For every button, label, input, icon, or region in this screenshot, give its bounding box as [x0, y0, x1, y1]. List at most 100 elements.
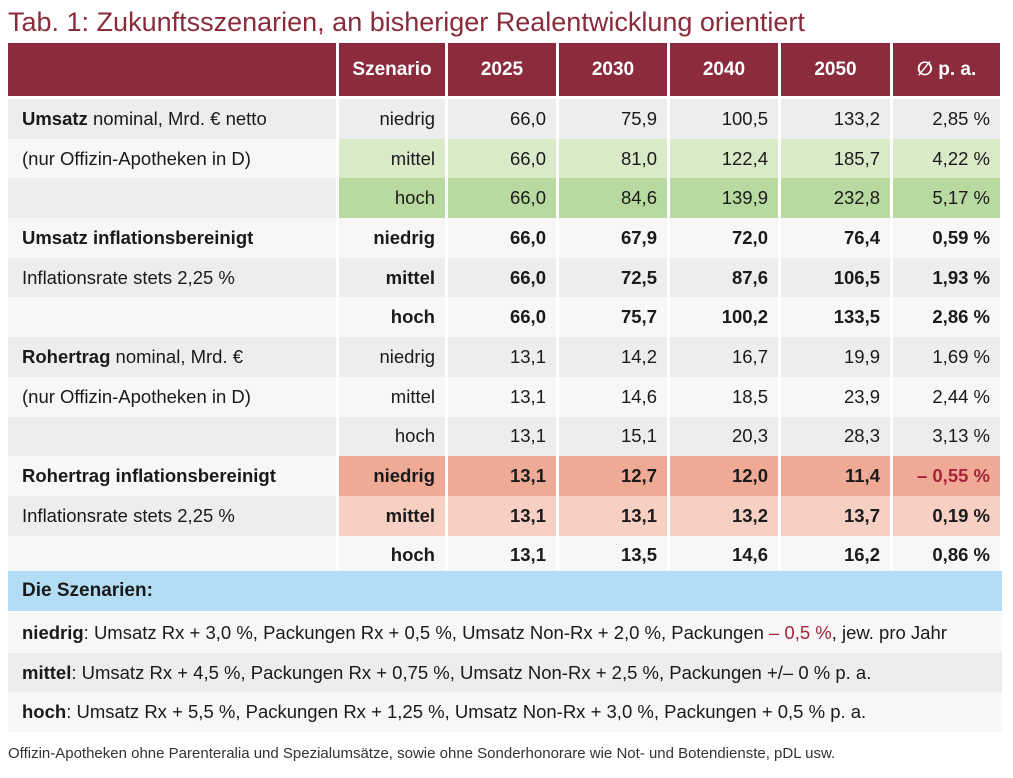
row-label: Umsatz inflationsbereinigt: [8, 218, 336, 258]
cell-2030: 75,9: [559, 99, 667, 139]
cell-szenario: mittel: [339, 257, 445, 298]
cell-2030: 72,5: [559, 257, 667, 298]
table-row: Umsatz inflationsbereinigt niedrig 66,0 …: [8, 218, 1000, 258]
row-label: Rohertrag nominal, Mrd. €: [8, 337, 336, 377]
cell-szenario: mittel: [339, 376, 445, 417]
header-2050: 2050: [781, 43, 890, 99]
cell-2030: 12,7: [559, 456, 667, 496]
cell-2040: 13,2: [670, 495, 778, 536]
cell-2025: 66,0: [448, 297, 556, 338]
cell-szenario: mittel: [339, 138, 445, 179]
row-label: [8, 535, 336, 576]
row-label: Inflationsrate stets 2,25 %: [8, 495, 336, 536]
szenario-hoch: hoch: Umsatz Rx + 5,5 %, Packungen Rx + …: [8, 692, 1002, 732]
cell-2050: 16,2: [781, 535, 890, 576]
cell-2025: 13,1: [448, 495, 556, 536]
szenarien-list: niedrig: Umsatz Rx + 3,0 %, Packungen Rx…: [8, 613, 1002, 732]
cell-2025: 66,0: [448, 99, 556, 139]
cell-avg: 0,59 %: [893, 218, 1000, 258]
cell-szenario: hoch: [339, 416, 445, 457]
cell-2040: 72,0: [670, 218, 778, 258]
header-2040: 2040: [670, 43, 778, 99]
table-row: hoch 13,1 15,1 20,3 28,3 3,13 %: [8, 416, 1000, 457]
cell-szenario: mittel: [339, 495, 445, 536]
cell-2030: 13,1: [559, 495, 667, 536]
table-row: Rohertrag nominal, Mrd. € niedrig 13,1 1…: [8, 337, 1000, 377]
cell-2050: 133,2: [781, 99, 890, 139]
cell-2040: 100,2: [670, 297, 778, 338]
table-row: Umsatz nominal, Mrd. € netto niedrig 66,…: [8, 99, 1000, 139]
cell-2050: 185,7: [781, 138, 890, 179]
cell-szenario: niedrig: [339, 218, 445, 258]
cell-szenario: niedrig: [339, 99, 445, 139]
table-row: hoch 66,0 75,7 100,2 133,5 2,86 %: [8, 297, 1000, 338]
cell-avg: 1,69 %: [893, 337, 1000, 377]
cell-2040: 12,0: [670, 456, 778, 496]
cell-2030: 14,2: [559, 337, 667, 377]
cell-2040: 18,5: [670, 376, 778, 417]
cell-2050: 106,5: [781, 257, 890, 298]
cell-avg: 4,22 %: [893, 138, 1000, 179]
table-row: (nur Offizin-Apotheken in D) mittel 66,0…: [8, 138, 1000, 179]
cell-szenario: niedrig: [339, 456, 445, 496]
table-row: Rohertrag inflationsbereinigt niedrig 13…: [8, 456, 1000, 496]
cell-2040: 16,7: [670, 337, 778, 377]
header-avg: ∅ p. a.: [893, 43, 1000, 99]
cell-avg: 0,19 %: [893, 495, 1000, 536]
cell-2040: 100,5: [670, 99, 778, 139]
row-label: (nur Offizin-Apotheken in D): [8, 138, 336, 179]
cell-2025: 66,0: [448, 257, 556, 298]
cell-2025: 13,1: [448, 337, 556, 377]
header-2025: 2025: [448, 43, 556, 99]
szenario-niedrig: niedrig: Umsatz Rx + 3,0 %, Packungen Rx…: [8, 613, 1002, 653]
cell-avg: 2,86 %: [893, 297, 1000, 338]
row-label: [8, 297, 336, 338]
cell-szenario: hoch: [339, 535, 445, 576]
table-row: Inflationsrate stets 2,25 % mittel 66,0 …: [8, 257, 1000, 298]
table-row: hoch 13,1 13,5 14,6 16,2 0,86 %: [8, 535, 1000, 576]
row-label: (nur Offizin-Apotheken in D): [8, 376, 336, 417]
cell-2030: 13,5: [559, 535, 667, 576]
cell-2025: 66,0: [448, 178, 556, 219]
table-header-row: Szenario 2025 2030 2040 2050 ∅ p. a.: [8, 43, 1000, 99]
cell-2025: 13,1: [448, 456, 556, 496]
cell-szenario: hoch: [339, 178, 445, 219]
table-row: Inflationsrate stets 2,25 % mittel 13,1 …: [8, 495, 1000, 536]
cell-avg: 2,85 %: [893, 99, 1000, 139]
header-szenario: Szenario: [339, 43, 445, 99]
row-label: Umsatz nominal, Mrd. € netto: [8, 99, 336, 139]
cell-2030: 67,9: [559, 218, 667, 258]
cell-2050: 76,4: [781, 218, 890, 258]
cell-2025: 13,1: [448, 535, 556, 576]
cell-avg: – 0,55 %: [893, 456, 1000, 496]
header-2030: 2030: [559, 43, 667, 99]
szenarien-heading: Die Szenarien:: [8, 571, 1002, 611]
cell-szenario: niedrig: [339, 337, 445, 377]
cell-2050: 19,9: [781, 337, 890, 377]
cell-2050: 28,3: [781, 416, 890, 457]
szenario-mittel: mittel: Umsatz Rx + 4,5 %, Packungen Rx …: [8, 652, 1002, 692]
cell-2040: 139,9: [670, 178, 778, 219]
cell-2050: 133,5: [781, 297, 890, 338]
cell-2040: 20,3: [670, 416, 778, 457]
table-title: Tab. 1: Zukunftsszenarien, an bisheriger…: [8, 7, 805, 37]
row-label: Inflationsrate stets 2,25 %: [8, 257, 336, 298]
cell-szenario: hoch: [339, 297, 445, 338]
cell-2050: 13,7: [781, 495, 890, 536]
cell-2030: 84,6: [559, 178, 667, 219]
table-row: (nur Offizin-Apotheken in D) mittel 13,1…: [8, 376, 1000, 417]
scenario-table: Szenario 2025 2030 2040 2050 ∅ p. a. Ums…: [5, 43, 1003, 576]
cell-2040: 14,6: [670, 535, 778, 576]
cell-2050: 232,8: [781, 178, 890, 219]
cell-2040: 122,4: [670, 138, 778, 179]
table-row: hoch 66,0 84,6 139,9 232,8 5,17 %: [8, 178, 1000, 219]
cell-2050: 11,4: [781, 456, 890, 496]
header-label-col: [8, 43, 336, 99]
cell-avg: 3,13 %: [893, 416, 1000, 457]
cell-avg: 2,44 %: [893, 376, 1000, 417]
row-label: [8, 416, 336, 457]
row-label: [8, 178, 336, 219]
cell-2030: 14,6: [559, 376, 667, 417]
cell-avg: 5,17 %: [893, 178, 1000, 219]
cell-2030: 81,0: [559, 138, 667, 179]
